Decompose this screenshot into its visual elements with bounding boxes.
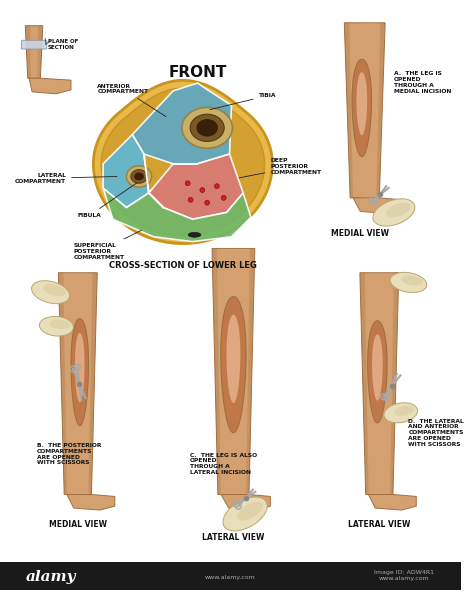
- Ellipse shape: [43, 284, 66, 296]
- Polygon shape: [101, 88, 264, 236]
- Circle shape: [188, 197, 193, 202]
- Ellipse shape: [50, 319, 70, 329]
- Polygon shape: [67, 495, 115, 510]
- Polygon shape: [390, 273, 399, 495]
- Text: alamy: alamy: [25, 570, 76, 584]
- Polygon shape: [360, 23, 374, 198]
- Polygon shape: [360, 273, 399, 495]
- Polygon shape: [71, 319, 89, 426]
- Text: D.  THE LATERAL
AND ANTERIOR
COMPARTMENTS
ARE OPENED
WITH SCISSORS: D. THE LATERAL AND ANTERIOR COMPARTMENTS…: [409, 419, 464, 447]
- Ellipse shape: [182, 108, 232, 148]
- Ellipse shape: [188, 233, 201, 237]
- Polygon shape: [93, 80, 273, 243]
- FancyBboxPatch shape: [21, 40, 46, 49]
- Text: CROSS-SECTION OF LOWER LEG: CROSS-SECTION OF LOWER LEG: [109, 261, 257, 270]
- Ellipse shape: [237, 502, 263, 521]
- Ellipse shape: [386, 203, 411, 217]
- Polygon shape: [25, 26, 43, 78]
- Polygon shape: [212, 248, 221, 495]
- Ellipse shape: [394, 405, 414, 416]
- Ellipse shape: [373, 199, 415, 226]
- Polygon shape: [368, 495, 416, 510]
- Polygon shape: [58, 273, 67, 495]
- Text: www.alamy.com: www.alamy.com: [378, 576, 429, 581]
- Polygon shape: [103, 188, 251, 242]
- Circle shape: [221, 196, 226, 200]
- Ellipse shape: [390, 272, 427, 292]
- Text: LATERAL VIEW: LATERAL VIEW: [348, 520, 410, 529]
- Ellipse shape: [190, 114, 224, 142]
- Polygon shape: [372, 334, 383, 401]
- Text: C.  THE LEG IS ALSO
OPENED
THROUGH A
LATERAL INCISION: C. THE LEG IS ALSO OPENED THROUGH A LATE…: [190, 453, 257, 475]
- Text: Image ID: ADW4R1: Image ID: ADW4R1: [374, 570, 434, 575]
- Text: LATERAL VIEW: LATERAL VIEW: [202, 533, 264, 542]
- Ellipse shape: [196, 119, 218, 136]
- Polygon shape: [89, 273, 97, 495]
- Ellipse shape: [127, 166, 152, 187]
- Polygon shape: [353, 198, 401, 213]
- Polygon shape: [227, 315, 240, 403]
- Polygon shape: [360, 273, 369, 495]
- Polygon shape: [58, 273, 97, 495]
- Text: TIBIA: TIBIA: [210, 93, 276, 109]
- Polygon shape: [352, 59, 372, 157]
- Polygon shape: [368, 321, 387, 423]
- Ellipse shape: [134, 173, 144, 181]
- Polygon shape: [246, 248, 255, 495]
- Polygon shape: [221, 495, 270, 510]
- Polygon shape: [75, 333, 84, 402]
- Circle shape: [214, 184, 219, 188]
- Text: FIBULA: FIBULA: [78, 183, 137, 218]
- Text: FRONT: FRONT: [168, 65, 227, 80]
- Polygon shape: [344, 23, 353, 198]
- Circle shape: [205, 200, 210, 205]
- Text: MEDIAL VIEW: MEDIAL VIEW: [331, 229, 389, 238]
- Ellipse shape: [32, 280, 70, 304]
- Polygon shape: [103, 135, 149, 208]
- Polygon shape: [37, 26, 43, 78]
- Polygon shape: [344, 23, 385, 198]
- Text: www.alamy.com: www.alamy.com: [205, 575, 256, 579]
- Polygon shape: [376, 23, 385, 198]
- Ellipse shape: [223, 497, 267, 531]
- Polygon shape: [29, 78, 71, 94]
- Polygon shape: [149, 154, 243, 219]
- Text: SUPERFICIAL
POSTERIOR
COMPARTMENT: SUPERFICIAL POSTERIOR COMPARTMENT: [74, 230, 141, 260]
- Polygon shape: [356, 72, 367, 135]
- Polygon shape: [212, 248, 255, 495]
- Polygon shape: [25, 26, 31, 78]
- Text: B.  THE POSTERIOR
COMPARTMENTS
ARE OPENED
WITH SCISSORS: B. THE POSTERIOR COMPARTMENTS ARE OPENED…: [37, 443, 101, 465]
- Text: LATERAL
COMPARTMENT: LATERAL COMPARTMENT: [15, 173, 117, 184]
- Ellipse shape: [401, 275, 423, 286]
- Text: PLANE OF
SECTION: PLANE OF SECTION: [48, 39, 78, 50]
- Text: MEDIAL VIEW: MEDIAL VIEW: [49, 520, 107, 529]
- Text: DEEP
POSTERIOR
COMPARTMENT: DEEP POSTERIOR COMPARTMENT: [239, 158, 321, 178]
- Bar: [0, 562, 461, 590]
- Text: ANTERIOR
COMPARTMENT: ANTERIOR COMPARTMENT: [97, 84, 166, 117]
- Polygon shape: [221, 297, 246, 433]
- Circle shape: [185, 181, 190, 186]
- Text: A.  THE LEG IS
OPENED
THROUGH A
MEDIAL INCISION: A. THE LEG IS OPENED THROUGH A MEDIAL IN…: [394, 71, 451, 94]
- Ellipse shape: [131, 170, 147, 183]
- Polygon shape: [132, 83, 231, 164]
- Ellipse shape: [39, 316, 73, 336]
- Circle shape: [200, 188, 205, 193]
- Ellipse shape: [384, 403, 418, 423]
